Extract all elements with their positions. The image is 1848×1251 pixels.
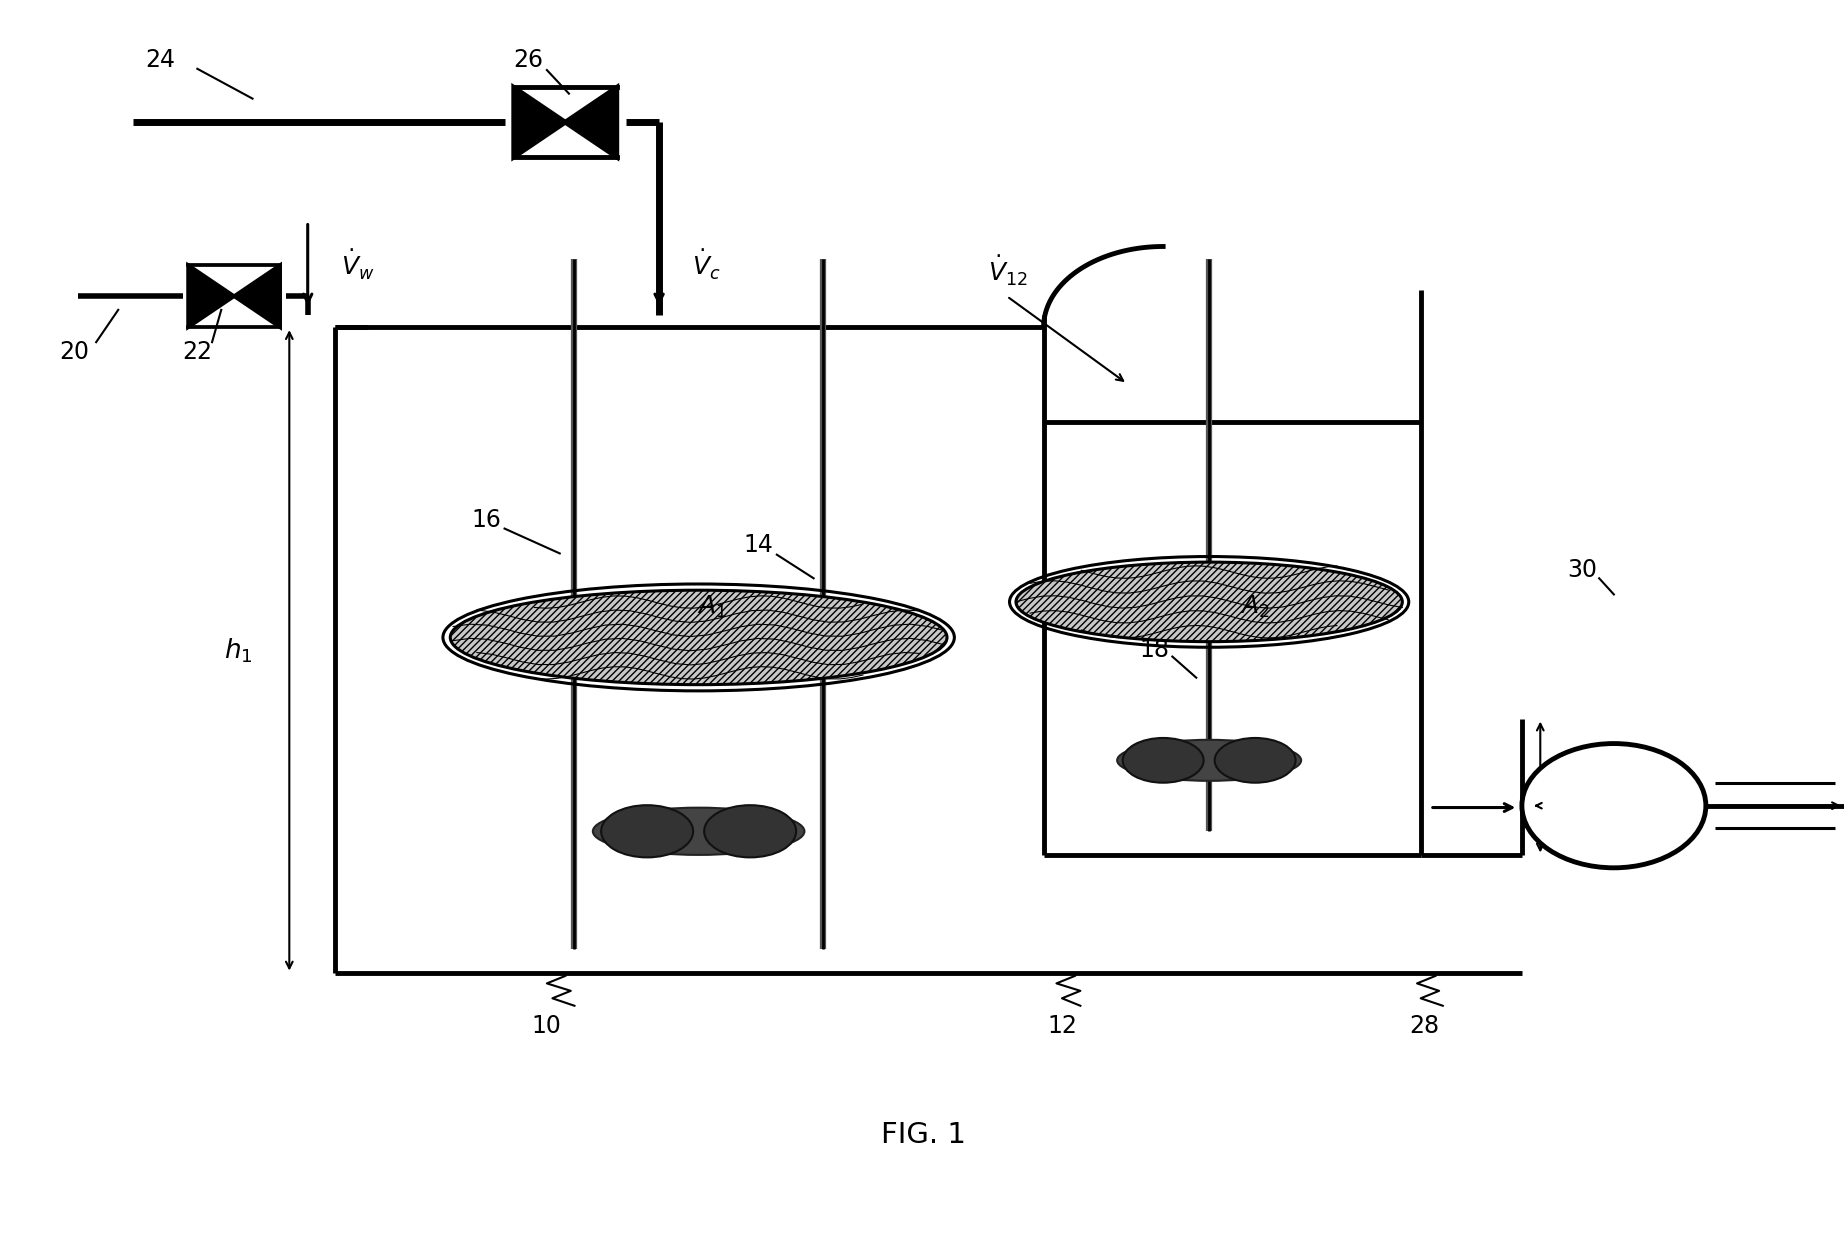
Ellipse shape: [704, 806, 796, 857]
Ellipse shape: [1016, 562, 1403, 642]
Ellipse shape: [593, 808, 804, 854]
Text: FIG. 1: FIG. 1: [881, 1121, 967, 1148]
Text: 14: 14: [743, 533, 772, 557]
Text: $A_2$: $A_2$: [1240, 594, 1270, 620]
Text: $\dot{V}_{12}$: $\dot{V}_{12}$: [989, 254, 1027, 289]
Text: 18: 18: [1138, 638, 1170, 662]
Text: $\dot{V}_w$: $\dot{V}_w$: [340, 248, 375, 283]
Text: 16: 16: [471, 508, 501, 532]
Text: $h_1$: $h_1$: [224, 636, 253, 664]
Text: 10: 10: [532, 1013, 562, 1037]
Ellipse shape: [1214, 738, 1295, 783]
Text: $\dot{V}_s$: $\dot{V}_s$: [1576, 819, 1606, 854]
Text: 28: 28: [1410, 1013, 1440, 1037]
Text: $\dot{V}_c$: $\dot{V}_c$: [693, 248, 721, 283]
Ellipse shape: [1124, 738, 1203, 783]
Text: $h_2$: $h_2$: [1558, 773, 1587, 802]
Text: 22: 22: [183, 340, 213, 364]
Ellipse shape: [1118, 739, 1301, 781]
Text: 26: 26: [514, 48, 543, 73]
Ellipse shape: [601, 806, 693, 857]
Polygon shape: [514, 88, 565, 158]
Text: 20: 20: [59, 340, 89, 364]
Polygon shape: [188, 265, 235, 328]
Circle shape: [1523, 743, 1706, 868]
Polygon shape: [235, 265, 281, 328]
Text: $A_1$: $A_1$: [697, 594, 728, 620]
Polygon shape: [565, 88, 617, 158]
Text: 24: 24: [146, 48, 176, 73]
Ellipse shape: [451, 590, 946, 684]
Text: 12: 12: [1048, 1013, 1077, 1037]
Text: 30: 30: [1567, 558, 1599, 582]
